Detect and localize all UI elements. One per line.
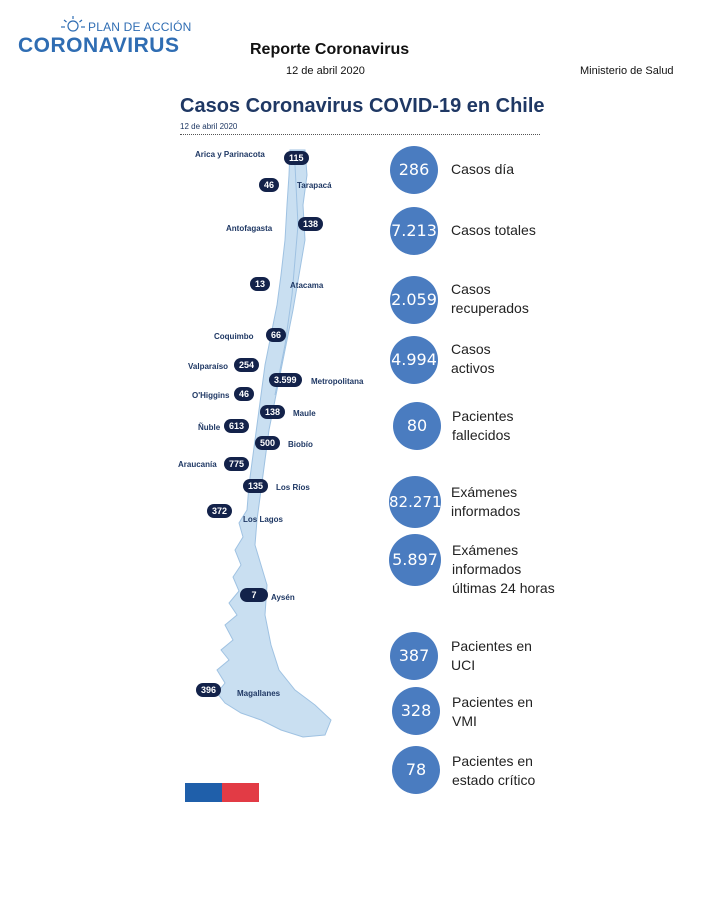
region-count-arica: 115 <box>284 151 309 165</box>
stat-label-recuperados: Casos recuperados <box>451 281 529 316</box>
region-label-antofagasta: Antofagasta <box>226 224 273 233</box>
flag-blue-block <box>185 783 222 802</box>
coronavirus-logo-icon <box>61 16 85 32</box>
stat-circle-casos-dia: 286 <box>390 146 438 194</box>
region-count-tarapaca: 46 <box>259 178 280 192</box>
region-count-maule: 138 <box>260 405 286 419</box>
region-label-tarapaca: Tarapacá <box>297 181 332 190</box>
stat-label-activos: Casos activos <box>451 341 495 376</box>
stat-label-fallecidos: Pacientes fallecidos <box>452 408 514 443</box>
page-date: 12 de abril 2020 <box>180 122 238 131</box>
region-count-loslagos: 372 <box>207 504 233 518</box>
stat-circle-examenes-24h: 5.897 <box>389 534 441 586</box>
flag-red-block <box>222 783 259 802</box>
stat-circle-recuperados: 2.059 <box>390 276 438 324</box>
region-count-magallanes: 396 <box>196 683 222 697</box>
region-label-nuble: Ñuble <box>198 423 221 432</box>
region-label-aysen: Aysén <box>271 593 295 602</box>
region-count-nuble: 613 <box>224 419 250 433</box>
stat-label-examenes: Exámenes informados <box>451 484 521 519</box>
region-label-coquimbo: Coquimbo <box>214 332 254 341</box>
stat-label-casos-totales: Casos totales <box>451 222 536 238</box>
dotted-divider <box>180 134 540 135</box>
stat-circle-fallecidos: 80 <box>393 402 441 450</box>
stat-circle-activos: 4.994 <box>390 336 438 384</box>
logo-plan-text: PLAN DE ACCIÓN <box>88 20 192 34</box>
region-label-losrios: Los Ríos <box>276 483 310 492</box>
region-count-ohiggins: 46 <box>234 387 255 401</box>
region-count-atacama: 13 <box>250 277 271 291</box>
stat-label-critico: Pacientes en estado crítico <box>452 753 536 788</box>
region-count-biobio: 500 <box>255 436 281 450</box>
region-count-antofagasta: 138 <box>298 217 324 231</box>
stat-circle-uci: 387 <box>390 632 438 680</box>
stat-label-vmi: Pacientes en VMI <box>452 694 533 729</box>
report-title: Reporte Coronavirus <box>250 41 410 58</box>
region-label-arica: Arica y Parinacota <box>195 150 265 159</box>
page-title: Casos Coronavirus COVID-19 en Chile <box>180 95 545 117</box>
region-label-araucania: Araucanía <box>178 460 217 469</box>
chile-map <box>216 149 332 738</box>
region-count-metropolitana: 3.599 <box>269 373 302 387</box>
region-count-valparaiso: 254 <box>234 358 260 372</box>
stat-label-casos-dia: Casos día <box>451 161 515 177</box>
report-date: 12 de abril 2020 <box>286 65 365 77</box>
stat-circle-casos-totales: 7.213 <box>390 207 438 255</box>
region-count-losrios: 135 <box>243 479 269 493</box>
region-count-coquimbo: 66 <box>266 328 287 342</box>
stat-circle-examenes: 82.271 <box>389 476 442 528</box>
stat-circle-vmi: 328 <box>392 687 440 735</box>
region-label-atacama: Atacama <box>290 281 324 290</box>
ministry-label: Ministerio de Salud <box>580 65 674 77</box>
region-label-magallanes: Magallanes <box>237 689 281 698</box>
stat-label-uci: Pacientes en UCI <box>451 638 532 673</box>
region-label-maule: Maule <box>293 409 316 418</box>
region-label-ohiggins: O'Higgins <box>192 391 230 400</box>
stat-circle-critico: 78 <box>392 746 440 794</box>
region-label-biobio: Biobío <box>288 440 313 449</box>
region-count-aysen: 7 <box>240 588 268 602</box>
logo-coronavirus-text: CORONAVIRUS <box>18 34 180 57</box>
stat-label-examenes-24h: Exámenes informados últimas 24 horas <box>452 542 555 596</box>
region-label-loslagos: Los Lagos <box>243 515 284 524</box>
region-label-valparaiso: Valparaíso <box>188 362 229 371</box>
region-label-metropolitana: Metropolitana <box>311 377 364 386</box>
region-count-araucania: 775 <box>224 457 250 471</box>
